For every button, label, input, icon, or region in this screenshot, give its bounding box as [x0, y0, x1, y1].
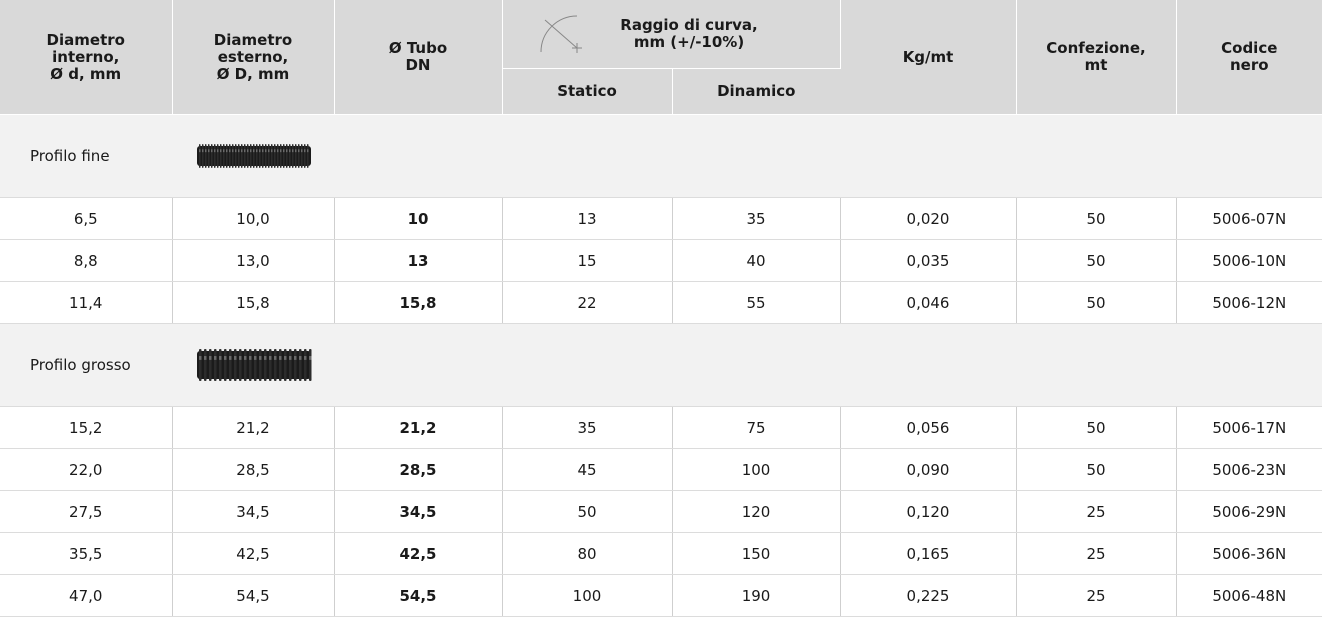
cell-diametro-esterno: 21,2: [172, 406, 335, 449]
cell-tubo-dn: 34,5: [334, 490, 503, 533]
cell-confezione: 50: [1016, 406, 1177, 449]
cell-kg-mt: 0,020: [840, 197, 1017, 240]
cell-codice: 5006-36N: [1176, 532, 1323, 575]
cell-dinamico: 35: [672, 197, 841, 240]
cell-confezione: 50: [1016, 281, 1177, 324]
cell-diametro-interno: 35,5: [0, 532, 173, 575]
table-row: 15,2 21,2 21,2 35 75 0,056 50 5006-17N: [0, 406, 1323, 449]
cell-diametro-esterno: 15,8: [172, 281, 335, 324]
cell-diametro-esterno: 42,5: [172, 532, 335, 575]
cell-dinamico: 40: [672, 239, 841, 282]
cell-statico: 100: [502, 574, 673, 617]
header-confezione: Confezione, mt: [1016, 0, 1177, 115]
cell-statico: 80: [502, 532, 673, 575]
cell-confezione: 50: [1016, 448, 1177, 491]
section-cell: Profilo fine: [0, 114, 1323, 198]
corrugated-tube-coarse-image: [197, 349, 312, 381]
section-row: Profilo fine: [0, 114, 1323, 198]
cell-kg-mt: 0,120: [840, 490, 1017, 533]
cell-tubo-dn: 54,5: [334, 574, 503, 617]
cell-diametro-esterno: 28,5: [172, 448, 335, 491]
cell-kg-mt: 0,090: [840, 448, 1017, 491]
corrugated-tube-fine-image: [197, 144, 311, 168]
cell-dinamico: 75: [672, 406, 841, 449]
table-row: 27,5 34,5 34,5 50 120 0,120 25 5006-29N: [0, 490, 1323, 533]
header-statico: Statico: [502, 68, 673, 115]
cell-tubo-dn: 10: [334, 197, 503, 240]
header-tubo-dn: Ø Tubo DN: [334, 0, 503, 115]
cell-confezione: 25: [1016, 532, 1177, 575]
cell-kg-mt: 0,046: [840, 281, 1017, 324]
cell-diametro-interno: 15,2: [0, 406, 173, 449]
cell-codice: 5006-23N: [1176, 448, 1323, 491]
cell-diametro-interno: 8,8: [0, 239, 173, 282]
cell-diametro-interno: 11,4: [0, 281, 173, 324]
cell-codice: 5006-12N: [1176, 281, 1323, 324]
cell-statico: 13: [502, 197, 673, 240]
cell-codice: 5006-48N: [1176, 574, 1323, 617]
header-codice-nero: Codice nero: [1176, 0, 1323, 115]
cell-statico: 50: [502, 490, 673, 533]
cell-codice: 5006-10N: [1176, 239, 1323, 282]
table-row: 22,0 28,5 28,5 45 100 0,090 50 5006-23N: [0, 448, 1323, 491]
cell-confezione: 25: [1016, 490, 1177, 533]
table-row: 8,8 13,0 13 15 40 0,035 50 5006-10N: [0, 239, 1323, 282]
table-row: 35,5 42,5 42,5 80 150 0,165 25 5006-36N: [0, 532, 1323, 575]
header-kg-mt: Kg/mt: [840, 0, 1017, 115]
cell-diametro-interno: 27,5: [0, 490, 173, 533]
table-body: Profilo fine 6,5 10,0 10 13 35 0,020 50 5006-07N…: [0, 114, 1323, 617]
section-label: Profilo fine: [30, 147, 110, 165]
cell-diametro-interno: 6,5: [0, 197, 173, 240]
cell-diametro-esterno: 54,5: [172, 574, 335, 617]
table-row: 47,0 54,5 54,5 100 190 0,225 25 5006-48N: [0, 574, 1323, 617]
cell-codice: 5006-29N: [1176, 490, 1323, 533]
section-label: Profilo grosso: [30, 356, 131, 374]
cell-dinamico: 100: [672, 448, 841, 491]
cell-diametro-esterno: 13,0: [172, 239, 335, 282]
section-cell: Profilo grosso: [0, 323, 1323, 407]
cell-kg-mt: 0,035: [840, 239, 1017, 282]
cell-tubo-dn: 15,8: [334, 281, 503, 324]
cell-dinamico: 190: [672, 574, 841, 617]
header-diametro-esterno: Diametro esterno, Ø D, mm: [172, 0, 335, 115]
table-row: 6,5 10,0 10 13 35 0,020 50 5006-07N: [0, 197, 1323, 240]
cell-diametro-esterno: 10,0: [172, 197, 335, 240]
section-row: Profilo grosso: [0, 323, 1323, 407]
cell-dinamico: 55: [672, 281, 841, 324]
cell-tubo-dn: 13: [334, 239, 503, 282]
cell-kg-mt: 0,225: [840, 574, 1017, 617]
cell-codice: 5006-17N: [1176, 406, 1323, 449]
header-dinamico: Dinamico: [672, 68, 841, 115]
cell-tubo-dn: 21,2: [334, 406, 503, 449]
cell-diametro-interno: 47,0: [0, 574, 173, 617]
cell-statico: 35: [502, 406, 673, 449]
header-diametro-interno: Diametro interno, Ø d, mm: [0, 0, 173, 115]
cell-statico: 22: [502, 281, 673, 324]
cell-confezione: 25: [1016, 574, 1177, 617]
cell-diametro-interno: 22,0: [0, 448, 173, 491]
cell-confezione: 50: [1016, 239, 1177, 282]
cell-statico: 15: [502, 239, 673, 282]
cell-diametro-esterno: 34,5: [172, 490, 335, 533]
cell-confezione: 50: [1016, 197, 1177, 240]
table-row: 11,4 15,8 15,8 22 55 0,046 50 5006-12N: [0, 281, 1323, 324]
cell-kg-mt: 0,165: [840, 532, 1017, 575]
cell-statico: 45: [502, 448, 673, 491]
cell-tubo-dn: 42,5: [334, 532, 503, 575]
cell-codice: 5006-07N: [1176, 197, 1323, 240]
cell-tubo-dn: 28,5: [334, 448, 503, 491]
cell-kg-mt: 0,056: [840, 406, 1017, 449]
table-header: Diametro interno, Ø d, mm Diametro ester…: [0, 0, 1323, 115]
cell-dinamico: 120: [672, 490, 841, 533]
header-raggio-di-curva: Raggio di curva, mm (+/-10%): [502, 0, 841, 69]
cell-dinamico: 150: [672, 532, 841, 575]
bend-radius-icon: [540, 15, 582, 53]
